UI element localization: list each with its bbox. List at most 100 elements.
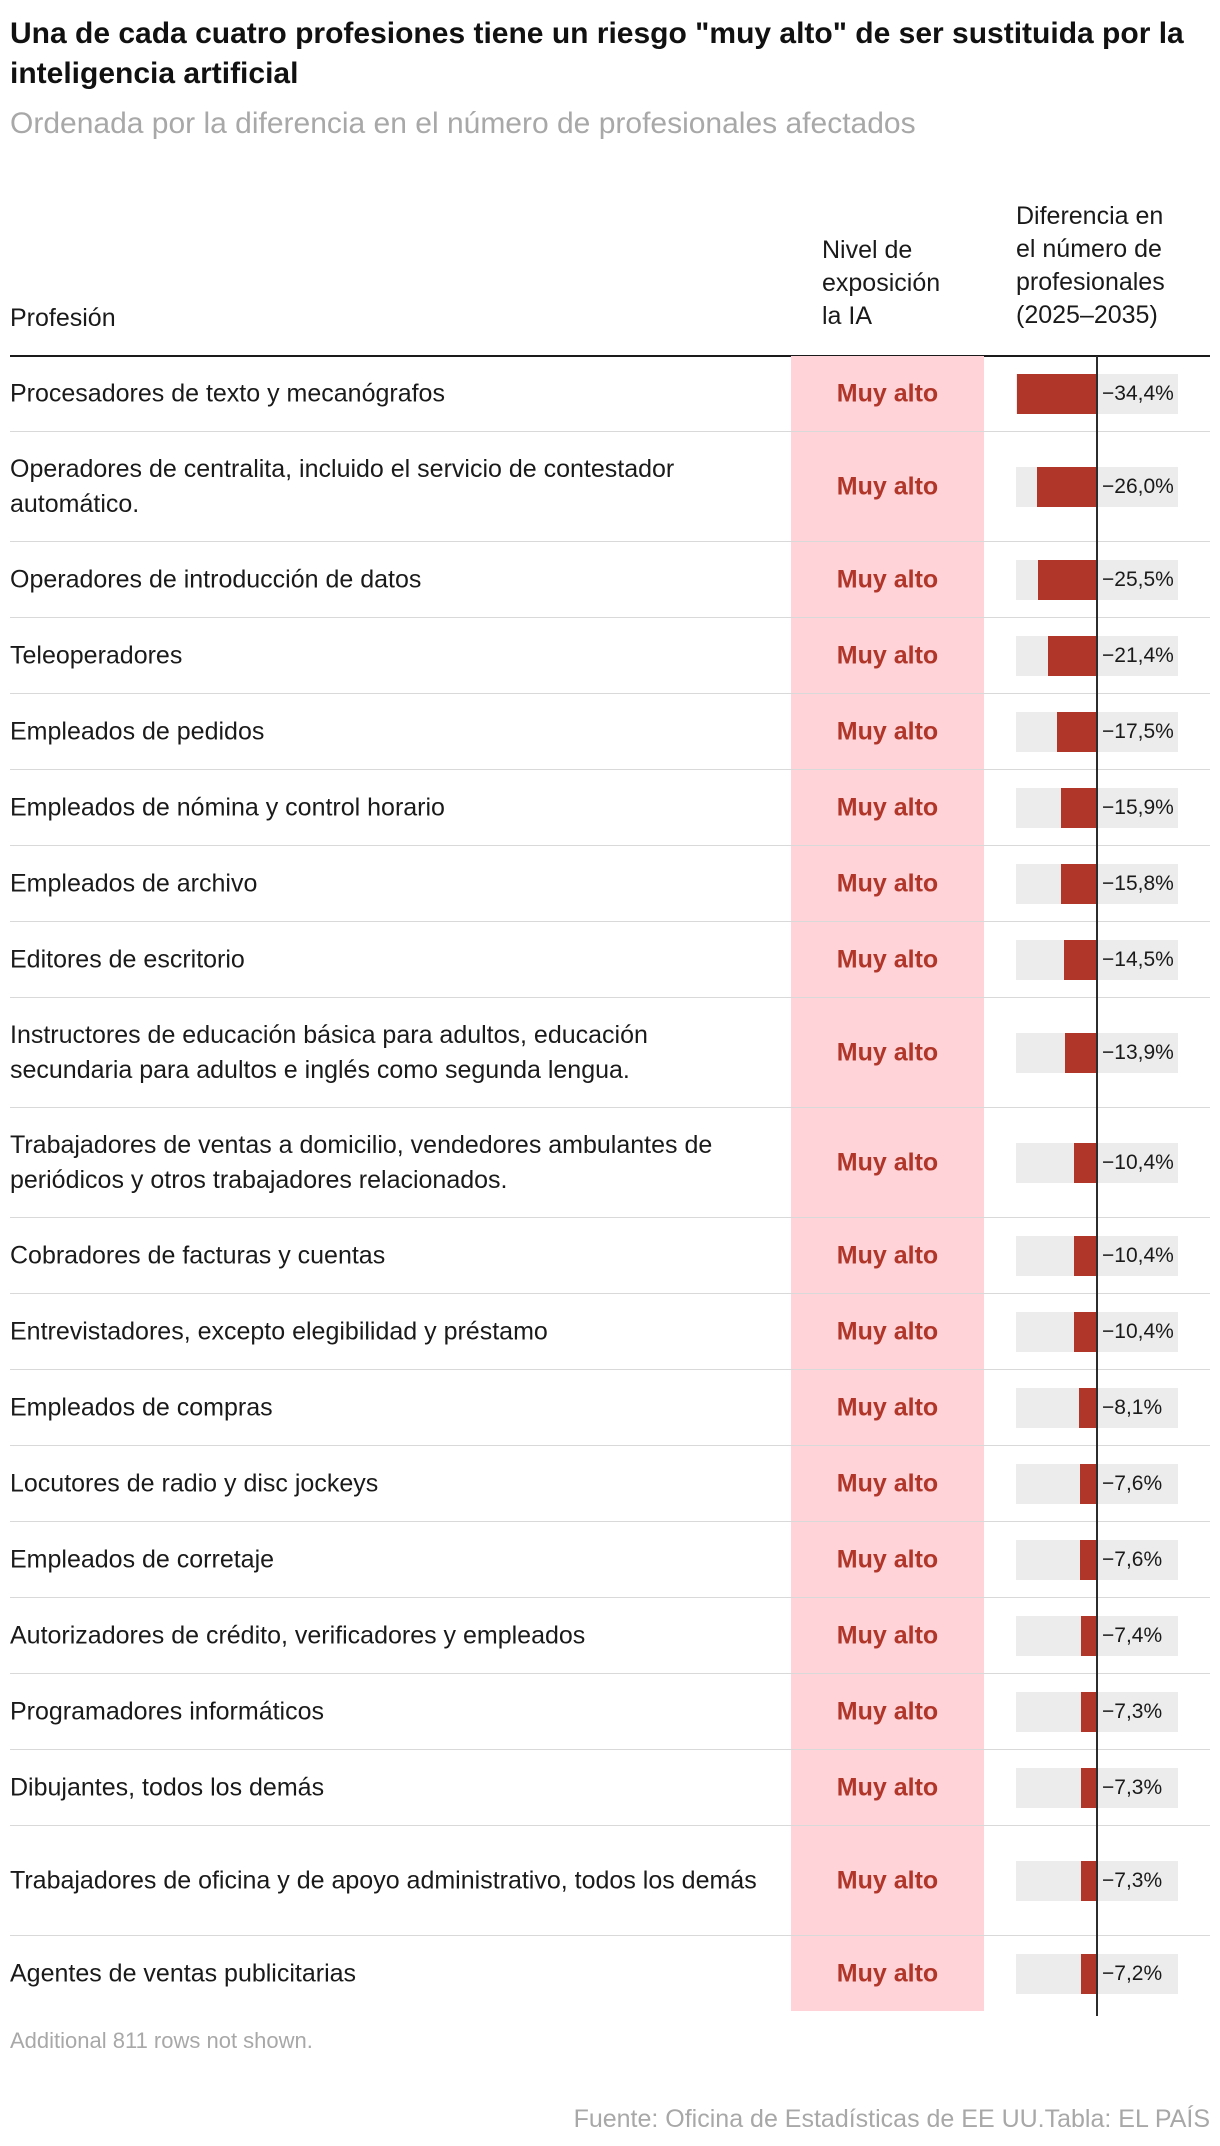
rows-hidden-note: Additional 811 rows not shown.: [10, 2028, 313, 2053]
table-row: Procesadores de texto y mecanógrafos Muy …: [0, 356, 1220, 432]
row-divider: [10, 921, 1210, 922]
table-row: Autorizadores de crédito, verificadores …: [0, 1598, 1220, 1674]
table-row: Locutores de radio y disc jockeys Muy alt…: [0, 1446, 1220, 1522]
bar-mark: [1080, 1861, 1098, 1901]
row-divider: [10, 541, 1210, 542]
bar-value-label: −25,5%: [1102, 568, 1174, 591]
row-nivel: Muy alto: [836, 717, 939, 746]
row-divider: [10, 845, 1210, 846]
table-row: Empleados de compras Muy alto −8,1%: [0, 1370, 1220, 1446]
row-profesion: Locutores de radio y disc jockeys: [10, 1469, 379, 1498]
table-row: Empleados de pedidos Muy alto −17,5%: [0, 694, 1220, 770]
row-divider: [10, 1445, 1210, 1446]
bar-value-label: −10,4%: [1102, 1320, 1174, 1343]
row-nivel: Muy alto: [836, 1317, 939, 1346]
row-nivel: Muy alto: [836, 1038, 939, 1067]
row-nivel: Muy alto: [836, 379, 939, 408]
bar-value-label: −34,4%: [1102, 382, 1174, 405]
row-divider: [10, 1369, 1210, 1370]
row-divider: [10, 1825, 1210, 1826]
row-profesion: Editores de escritorio: [10, 945, 245, 974]
row-nivel: Muy alto: [836, 1621, 939, 1650]
bar-value-label: −21,4%: [1102, 644, 1174, 667]
row-divider: [10, 1293, 1210, 1294]
bar-value-label: −7,3%: [1102, 1869, 1163, 1892]
bar-value-label: −10,4%: [1102, 1244, 1174, 1267]
table-row: Operadores de introducción de datos Muy a…: [0, 542, 1220, 618]
column-header-nivel: Nivel de exposición la IA: [822, 236, 941, 330]
bar-value-label: −7,2%: [1102, 1962, 1163, 1985]
bar-value-label: −8,1%: [1102, 1396, 1163, 1419]
page-subtitle: Ordenada por la diferencia en el número …: [10, 107, 916, 140]
bar-value-label: −17,5%: [1102, 720, 1174, 743]
row-profesion: Operadores de introducción de datos: [10, 565, 422, 594]
row-nivel: Muy alto: [836, 641, 939, 670]
row-profesion: Entrevistadores, excepto elegibilidad y …: [10, 1317, 548, 1346]
header-divider: [10, 355, 1210, 357]
row-profesion: Instructores de educación básica para ad…: [10, 1021, 648, 1084]
bar-mark: [1061, 864, 1098, 904]
bar-value-label: −7,4%: [1102, 1624, 1163, 1647]
bar-mark: [1080, 1768, 1098, 1808]
table-row: Dibujantes, todos los demás Muy alto −7,3%: [0, 1750, 1220, 1826]
row-divider: [10, 1935, 1210, 1936]
table-row: Editores de escritorio Muy alto −14,5%: [0, 922, 1220, 998]
bar-mark: [1057, 712, 1098, 752]
row-divider: [10, 1107, 1210, 1108]
page-title: Una de cada cuatro profesiones tiene un …: [10, 17, 1184, 90]
bar-mark: [1065, 1033, 1098, 1073]
exposure-highlight-band: [791, 356, 984, 2011]
row-divider: [10, 1521, 1210, 1522]
row-profesion: Teleoperadores: [10, 641, 183, 670]
table-row: Agentes de ventas publicitarias Muy alto −…: [0, 1936, 1220, 2012]
bar-value-label: −7,6%: [1102, 1472, 1163, 1495]
zero-axis-line: [1096, 356, 1098, 2016]
table-row: Operadores de centralita, incluido el se…: [0, 432, 1220, 542]
row-profesion: Empleados de corretaje: [10, 1545, 275, 1574]
row-profesion: Trabajadores de oficina y de apoyo admin…: [10, 1866, 757, 1895]
bar-value-label: −7,6%: [1102, 1548, 1163, 1571]
table-row: Empleados de nómina y control horario Muy…: [0, 770, 1220, 846]
bar-value-label: −15,9%: [1102, 796, 1174, 819]
bar-mark: [1080, 1540, 1098, 1580]
row-divider: [10, 1749, 1210, 1750]
bar-value-label: −13,9%: [1102, 1041, 1174, 1064]
bar-mark: [1047, 636, 1098, 676]
table-row: Empleados de archivo Muy alto −15,8%: [0, 846, 1220, 922]
bar-value-label: −15,8%: [1102, 872, 1174, 895]
row-nivel: Muy alto: [836, 1241, 939, 1270]
bar-mark: [1079, 1388, 1098, 1428]
table-row: Instructores de educación básica para ad…: [0, 998, 1220, 1108]
bar-mark: [1073, 1236, 1098, 1276]
table-row: Entrevistadores, excepto elegibilidad y …: [0, 1294, 1220, 1370]
row-divider: [10, 1217, 1210, 1218]
row-nivel: Muy alto: [836, 793, 939, 822]
row-nivel: Muy alto: [836, 1545, 939, 1574]
row-nivel: Muy alto: [836, 472, 939, 501]
bar-mark: [1080, 1616, 1098, 1656]
row-divider: [10, 693, 1210, 694]
bar-mark: [1073, 1312, 1098, 1352]
table-row: Empleados de corretaje Muy alto −7,6%: [0, 1522, 1220, 1598]
row-profesion: Empleados de archivo: [10, 869, 258, 898]
bar-mark: [1081, 1954, 1098, 1994]
row-nivel: Muy alto: [836, 1959, 939, 1988]
table-row: Programadores informáticos Muy alto −7,3%: [0, 1674, 1220, 1750]
bar-mark: [1060, 788, 1098, 828]
row-divider: [10, 1597, 1210, 1598]
row-nivel: Muy alto: [836, 1469, 939, 1498]
column-header-diferencia: Diferencia en el número de profesionales…: [1016, 202, 1165, 329]
bar-value-label: −7,3%: [1102, 1776, 1163, 1799]
bar-value-label: −14,5%: [1102, 948, 1174, 971]
row-profesion: Empleados de compras: [10, 1393, 273, 1422]
row-divider: [10, 769, 1210, 770]
row-nivel: Muy alto: [836, 1148, 939, 1177]
row-divider: [10, 1673, 1210, 1674]
table-row: Trabajadores de ventas a domicilio, vend…: [0, 1108, 1220, 1218]
row-profesion: Empleados de pedidos: [10, 717, 265, 746]
row-nivel: Muy alto: [836, 565, 939, 594]
row-profesion: Trabajadores de ventas a domicilio, vend…: [10, 1131, 713, 1194]
row-nivel: Muy alto: [836, 1393, 939, 1422]
bar-mark: [1017, 374, 1098, 414]
